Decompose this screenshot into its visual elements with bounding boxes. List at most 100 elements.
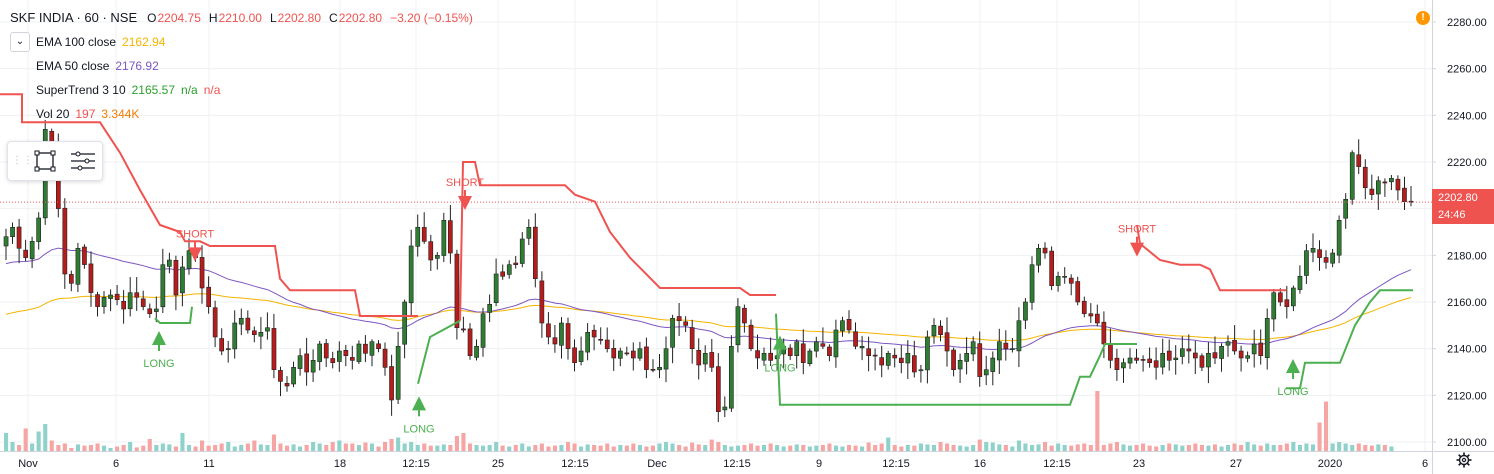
long-signal-label: LONG xyxy=(403,423,434,435)
volume-bar xyxy=(121,445,126,451)
candle-body xyxy=(702,352,708,365)
indicator-supertrend[interactable]: SuperTrend 3 10 2165.57 n/a n/a xyxy=(10,78,481,102)
floating-drawing-toolbar[interactable]: ⋮⋮ xyxy=(7,141,103,181)
candle-body xyxy=(735,306,741,346)
volume-bar xyxy=(814,445,819,451)
volume-bar xyxy=(206,445,211,451)
candle-body xyxy=(768,352,773,361)
candle-body xyxy=(1003,342,1009,349)
volume-bar xyxy=(1271,445,1276,451)
supertrend-up-line xyxy=(154,306,193,324)
volume-bar xyxy=(383,442,388,451)
volume-bar xyxy=(62,443,67,451)
volume-bar xyxy=(827,443,832,451)
volume-bar xyxy=(167,444,172,451)
candle-body xyxy=(957,359,963,370)
volume-bar xyxy=(369,443,374,451)
indicator-volume[interactable]: Vol 20 197 3.344K xyxy=(10,102,481,126)
volume-bar xyxy=(1311,444,1316,451)
candle-body xyxy=(1238,350,1244,359)
candle-body xyxy=(10,227,15,238)
indicator-name: SuperTrend 3 10 xyxy=(36,83,126,97)
volume-bar xyxy=(892,445,897,451)
volume-bar xyxy=(1219,446,1224,451)
volume-bar xyxy=(579,446,584,451)
candle-body xyxy=(323,343,329,359)
volume-bar xyxy=(10,442,15,451)
candle-body xyxy=(519,238,525,264)
volume-bar xyxy=(23,428,28,451)
volume-bar xyxy=(729,446,734,451)
volume-bar xyxy=(526,446,531,451)
candle-body xyxy=(546,323,551,338)
volume-bar xyxy=(1245,442,1250,451)
symbol-title[interactable]: SKF INDIA · 60 · NSE xyxy=(10,10,138,25)
indicator-ema100[interactable]: ⌄ EMA 100 close 2162.94 xyxy=(10,30,481,54)
volume-bar xyxy=(1297,445,1302,451)
volume-bar xyxy=(160,443,165,451)
volume-bar xyxy=(1186,445,1191,451)
candle-body xyxy=(800,343,806,363)
candle-body xyxy=(1081,300,1087,314)
chevron-down-icon[interactable]: ⌄ xyxy=(10,32,30,52)
candle-body xyxy=(866,348,871,357)
volume-bar xyxy=(1265,443,1270,451)
object-tree-button[interactable] xyxy=(68,146,98,176)
volume-bar xyxy=(762,445,767,451)
volume-bar xyxy=(1101,445,1106,451)
rectangle-select-button[interactable] xyxy=(30,146,60,176)
volume-bar xyxy=(559,445,564,451)
candle-body xyxy=(526,227,532,239)
volume-bar xyxy=(213,445,218,451)
indicator-ema50[interactable]: EMA 50 close 2176.92 xyxy=(10,54,481,78)
candle-body xyxy=(16,226,22,249)
candle-body xyxy=(421,227,427,242)
volume-bar xyxy=(703,445,708,451)
candle-body xyxy=(467,328,473,356)
candle-body xyxy=(232,322,238,350)
volume-bar xyxy=(291,444,296,451)
volume-bar xyxy=(337,440,342,451)
volume-bar xyxy=(17,445,22,451)
candle-body xyxy=(1225,341,1231,346)
candle-body xyxy=(532,226,538,280)
gear-icon[interactable] xyxy=(1456,452,1472,468)
volume-bar xyxy=(1114,442,1119,451)
volume-bar xyxy=(4,433,9,451)
volume-bar xyxy=(1350,445,1355,451)
candle-body xyxy=(833,329,839,358)
candle-body xyxy=(317,343,323,362)
volume-bar xyxy=(1343,443,1348,451)
candle-body xyxy=(356,343,362,362)
time-tick-label: 12:15 xyxy=(1043,458,1071,470)
candle-body xyxy=(1271,292,1277,320)
drag-handle-icon[interactable]: ⋮⋮ xyxy=(12,155,34,166)
volume-bar xyxy=(1134,445,1139,451)
volume-bar xyxy=(997,444,1002,451)
candle-body xyxy=(1108,343,1113,361)
candle-body xyxy=(663,348,669,370)
candle-body xyxy=(859,345,865,349)
volume-bar xyxy=(75,444,80,451)
candle-body xyxy=(630,350,636,359)
volume-bar xyxy=(304,445,309,451)
candle-body xyxy=(1369,188,1375,195)
candle-body xyxy=(271,328,277,370)
indicator-name: Vol 20 xyxy=(36,107,70,121)
candle-body xyxy=(1121,362,1126,369)
candle-body xyxy=(944,332,950,352)
candle-body xyxy=(62,207,68,275)
indicator-value: 197 xyxy=(75,107,96,121)
warning-icon[interactable]: ! xyxy=(1416,11,1430,25)
candle-body xyxy=(1127,357,1133,364)
volume-bar xyxy=(389,439,394,451)
indicator-value: 2162.94 xyxy=(122,35,166,49)
candle-body xyxy=(807,350,813,364)
candle-body xyxy=(1251,343,1257,355)
volume-bar xyxy=(265,445,270,451)
volume-bar xyxy=(376,446,381,451)
candle-body xyxy=(284,382,290,387)
candle-body xyxy=(167,259,172,267)
supertrend-up-line xyxy=(417,319,461,384)
